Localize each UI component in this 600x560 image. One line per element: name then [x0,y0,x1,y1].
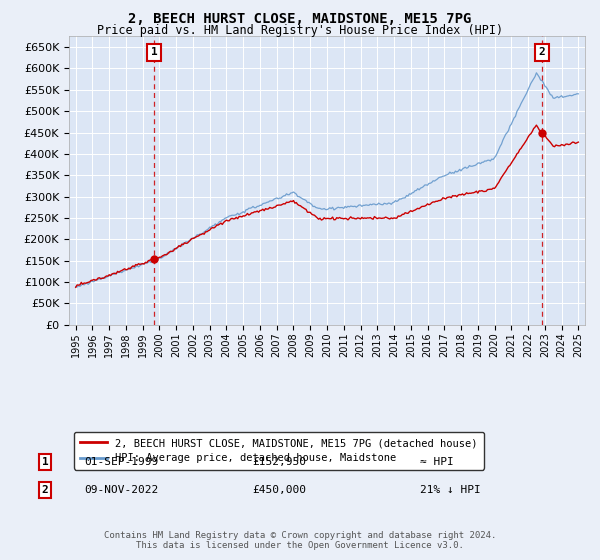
Text: £450,000: £450,000 [252,485,306,495]
Text: 2, BEECH HURST CLOSE, MAIDSTONE, ME15 7PG: 2, BEECH HURST CLOSE, MAIDSTONE, ME15 7P… [128,12,472,26]
Text: 2: 2 [539,47,545,57]
Text: 01-SEP-1999: 01-SEP-1999 [84,457,158,467]
Text: Contains HM Land Registry data © Crown copyright and database right 2024.
This d: Contains HM Land Registry data © Crown c… [104,530,496,550]
Text: 1: 1 [151,47,157,57]
Text: 21% ↓ HPI: 21% ↓ HPI [420,485,481,495]
Text: 09-NOV-2022: 09-NOV-2022 [84,485,158,495]
Text: ≈ HPI: ≈ HPI [420,457,454,467]
Text: Price paid vs. HM Land Registry's House Price Index (HPI): Price paid vs. HM Land Registry's House … [97,24,503,36]
Text: 2: 2 [41,485,49,495]
Text: 1: 1 [41,457,49,467]
Text: £152,950: £152,950 [252,457,306,467]
Legend: 2, BEECH HURST CLOSE, MAIDSTONE, ME15 7PG (detached house), HPI: Average price, : 2, BEECH HURST CLOSE, MAIDSTONE, ME15 7P… [74,432,484,469]
